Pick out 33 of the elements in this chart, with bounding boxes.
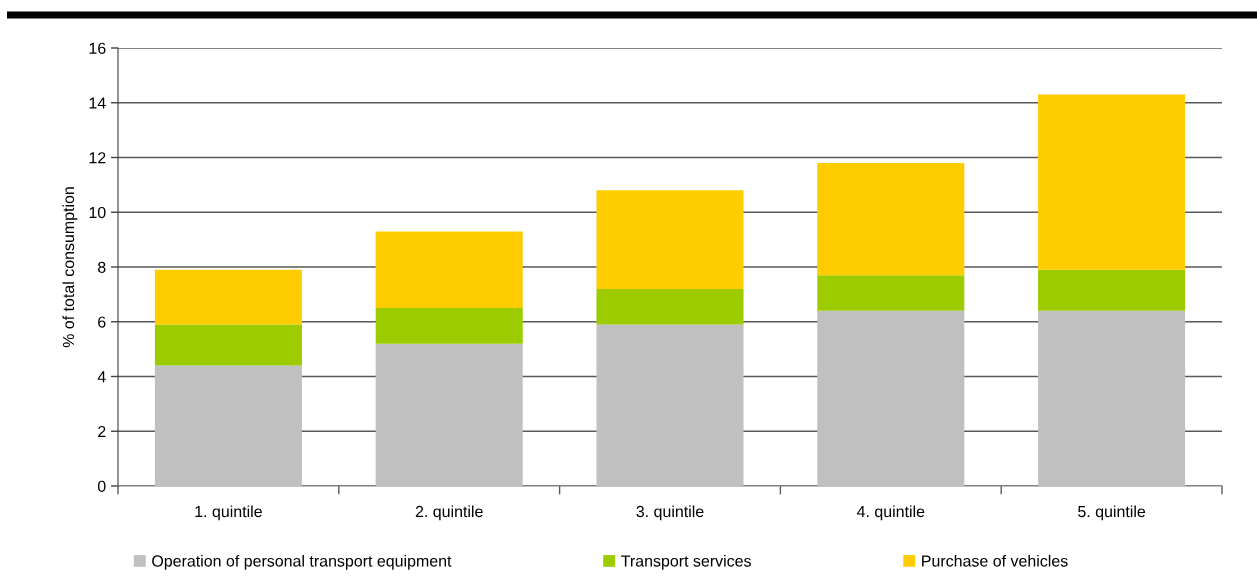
legend-label: Operation of personal transport equipment bbox=[152, 554, 452, 570]
y-tick-label: 16 bbox=[89, 42, 106, 54]
bar bbox=[154, 269, 302, 325]
bar bbox=[817, 275, 965, 311]
y-tick-label: 0 bbox=[97, 480, 106, 492]
y-axis-title: % of total consumption bbox=[62, 187, 78, 348]
legend-label: Purchase of vehicles bbox=[922, 554, 1068, 567]
bar bbox=[1038, 310, 1186, 486]
y-tick-label: 8 bbox=[98, 261, 106, 273]
bar bbox=[154, 365, 302, 486]
bar bbox=[375, 308, 523, 344]
bar bbox=[154, 324, 302, 366]
bar bbox=[1038, 269, 1186, 311]
y-tick-label: 6 bbox=[98, 316, 106, 328]
x-tick-label: 5. quintile bbox=[1078, 505, 1146, 521]
x-tick-label: 3. quintile bbox=[636, 505, 704, 521]
y-tick-label: 12 bbox=[89, 152, 106, 164]
x-tick-label: 2. quintile bbox=[415, 505, 483, 521]
bar bbox=[375, 231, 523, 309]
bar bbox=[817, 310, 965, 486]
bar bbox=[375, 343, 523, 486]
y-tick-label: 14 bbox=[89, 97, 106, 109]
bar bbox=[817, 162, 965, 276]
bar bbox=[596, 288, 744, 325]
bar bbox=[1038, 94, 1186, 270]
x-tick-label: 4. quintile bbox=[856, 505, 925, 521]
y-tick-label: 2 bbox=[98, 425, 106, 438]
bar bbox=[596, 324, 744, 486]
bar bbox=[596, 190, 744, 289]
legend-label: Transport services bbox=[621, 554, 751, 570]
y-tick-label: 4 bbox=[97, 371, 106, 383]
x-tick-label: 1. quintile bbox=[195, 505, 262, 521]
y-tick-label: 10 bbox=[89, 206, 106, 219]
